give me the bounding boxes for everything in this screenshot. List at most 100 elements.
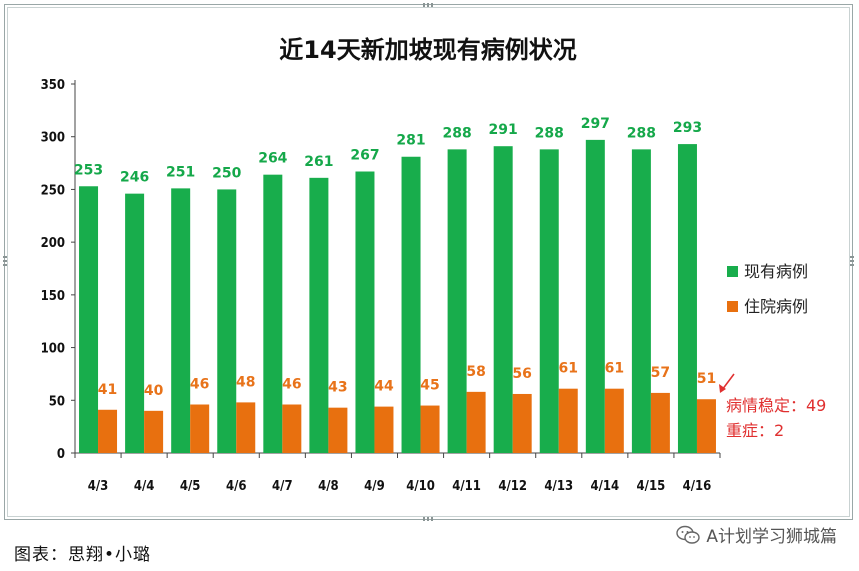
watermark: A计划学习狮城篇	[676, 522, 837, 547]
bar-current-cases	[447, 149, 467, 453]
bar-hospitalized	[236, 402, 256, 453]
bar-hospitalized	[144, 410, 164, 453]
bar-current-cases	[631, 149, 651, 453]
legend-swatch	[727, 301, 738, 312]
data-label: 264	[258, 151, 287, 167]
data-label: 267	[350, 148, 379, 164]
bar-current-cases	[539, 149, 559, 453]
data-label: 57	[651, 365, 670, 381]
y-tick-label: 250	[41, 183, 65, 198]
bar-current-cases	[79, 186, 99, 453]
watermark-text: A计划学习狮城篇	[706, 527, 837, 547]
x-tick-label: 4/14	[590, 479, 619, 494]
data-label: 291	[489, 122, 518, 138]
x-tick-label: 4/8	[318, 479, 339, 494]
bar-current-cases	[171, 188, 191, 454]
bar-hospitalized	[190, 404, 210, 453]
data-label: 288	[627, 125, 656, 141]
data-label: 246	[120, 170, 149, 186]
x-tick-label: 4/5	[180, 479, 201, 494]
bar-current-cases	[217, 189, 237, 453]
data-label: 288	[535, 125, 564, 141]
bars	[79, 139, 716, 454]
y-tick-label: 100	[41, 342, 65, 357]
bar-current-cases	[677, 144, 697, 453]
y-tick-label: 200	[41, 236, 65, 251]
legend-label: 住院病例	[744, 297, 808, 316]
bar-current-cases	[401, 156, 421, 453]
y-tick-label: 350	[41, 78, 65, 93]
bar-hospitalized	[98, 409, 118, 453]
bar-current-cases	[125, 193, 145, 453]
bar-hospitalized	[328, 407, 348, 453]
data-label: 56	[512, 366, 531, 382]
y-tick-label: 150	[41, 289, 65, 304]
x-tick-label: 4/3	[88, 479, 109, 494]
value-labels: 253 246 251 250 264 261 267 281 288 291 288 297 288 2…	[74, 116, 716, 399]
data-label: 41	[98, 382, 117, 398]
data-label: 58	[466, 364, 485, 380]
data-label: 46	[282, 377, 301, 393]
bar-hospitalized	[558, 388, 578, 453]
data-label: 45	[420, 378, 439, 394]
annotation-text: 病情稳定：49	[726, 396, 826, 415]
x-tick-label: 4/6	[226, 479, 247, 494]
bar-current-cases	[585, 139, 605, 453]
data-label: 44	[374, 379, 394, 395]
x-tick-label: 4/13	[544, 479, 573, 494]
bar-current-cases	[309, 177, 329, 453]
legend-swatch	[727, 266, 738, 277]
x-tick-label: 4/16	[683, 479, 712, 494]
annotation: 病情稳定：49 重症：2	[719, 373, 826, 440]
data-label: 46	[190, 377, 209, 393]
bar-current-cases	[493, 146, 513, 453]
bar-current-cases	[355, 171, 375, 453]
data-label: 51	[697, 371, 716, 387]
bar-hospitalized	[420, 405, 440, 453]
data-label: 61	[605, 361, 624, 377]
bar-hospitalized	[466, 391, 486, 453]
chart-frame-inner	[7, 7, 850, 517]
bar-hospitalized	[374, 406, 394, 453]
x-tick-label: 4/4	[134, 479, 155, 494]
data-label: 43	[328, 380, 347, 396]
data-label: 48	[236, 374, 255, 390]
data-label: 61	[559, 361, 578, 377]
data-label: 250	[212, 165, 241, 181]
x-tick-label: 4/15	[637, 479, 666, 494]
data-label: 281	[396, 133, 425, 149]
data-label: 288	[442, 125, 471, 141]
x-tick-label: 4/7	[272, 479, 293, 494]
x-tick-label: 4/10	[406, 479, 435, 494]
chart: 近14天新加坡现有病例状况 0 50 100 150 200 250 300 350 4/3 4/…	[41, 36, 827, 494]
wechat-icon	[676, 525, 701, 544]
bar-current-cases	[263, 174, 283, 453]
data-label: 297	[581, 116, 610, 132]
bar-hospitalized	[282, 404, 302, 453]
bar-hospitalized	[696, 399, 716, 453]
bar-hospitalized	[650, 392, 670, 453]
data-label: 251	[166, 164, 195, 180]
y-tick-label: 300	[41, 131, 65, 146]
bar-hospitalized	[512, 393, 532, 453]
x-tick-label: 4/9	[364, 479, 385, 494]
resize-handle-top[interactable]	[423, 3, 435, 7]
figure-caption: 图表：思翔•小璐	[14, 545, 152, 565]
resize-handle-bottom[interactable]	[423, 517, 435, 521]
bar-hospitalized	[604, 388, 624, 453]
annotation-text: 重症：2	[726, 421, 784, 440]
data-label: 261	[304, 154, 333, 170]
data-label: 293	[673, 120, 702, 136]
annotation-arrow	[721, 373, 735, 391]
annotation-arrowhead	[719, 384, 726, 393]
y-tick-label: 0	[57, 447, 65, 462]
data-label: 253	[74, 162, 103, 178]
resize-handle-right[interactable]	[850, 256, 854, 268]
chart-title: 近14天新加坡现有病例状况	[279, 36, 576, 64]
x-tick-label: 4/12	[498, 479, 527, 494]
legend-label: 现有病例	[744, 262, 808, 281]
x-tick-label: 4/11	[452, 479, 481, 494]
resize-handle-left[interactable]	[3, 256, 7, 268]
data-label: 40	[144, 383, 164, 399]
